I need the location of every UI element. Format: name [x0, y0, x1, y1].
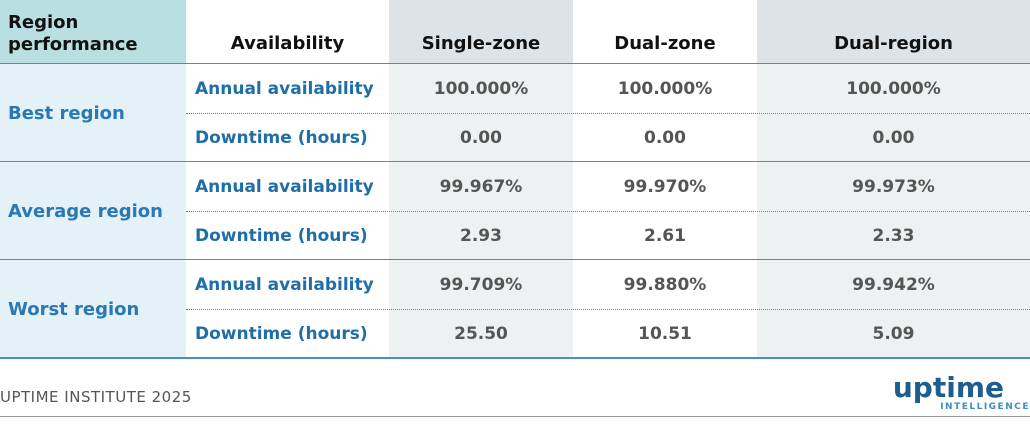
- column-header: Single-zone: [389, 0, 573, 64]
- metric-label: Annual availability: [186, 260, 389, 309]
- footer-rule: [0, 416, 1030, 417]
- column-header: Region performance: [0, 0, 186, 64]
- rule: [186, 309, 1030, 310]
- rule: [186, 113, 1030, 114]
- metric-label: Annual availability: [186, 162, 389, 211]
- metric-label: Annual availability: [186, 64, 389, 113]
- region-name: Best region: [0, 64, 186, 162]
- value: 99.973%: [757, 162, 1030, 211]
- value: 99.970%: [573, 162, 757, 211]
- value: 99.967%: [389, 162, 573, 211]
- value: 2.61: [573, 211, 757, 260]
- region-name: Worst region: [0, 260, 186, 358]
- value: 100.000%: [389, 64, 573, 113]
- metric-label: Downtime (hours): [186, 211, 389, 260]
- value: 0.00: [573, 113, 757, 162]
- metric-label: Downtime (hours): [186, 113, 389, 162]
- column-header: Dual-zone: [573, 0, 757, 64]
- value: 2.33: [757, 211, 1030, 260]
- region-name: Average region: [0, 162, 186, 260]
- column-header: Dual-region: [757, 0, 1030, 64]
- source: UPTIME INSTITUTE 2025: [0, 388, 192, 406]
- value: 99.880%: [573, 260, 757, 309]
- rule: [0, 357, 1030, 359]
- value: 10.51: [573, 309, 757, 358]
- value: 100.000%: [573, 64, 757, 113]
- logo-subtitle: INTELLIGENCE: [940, 402, 1030, 412]
- value: 100.000%: [757, 64, 1030, 113]
- value: 2.93: [389, 211, 573, 260]
- value: 99.942%: [757, 260, 1030, 309]
- column-header: Availability: [186, 0, 389, 64]
- logo: uptime: [892, 371, 1004, 404]
- value: 5.09: [757, 309, 1030, 358]
- rule: [186, 211, 1030, 212]
- value: 0.00: [389, 113, 573, 162]
- value: 0.00: [757, 113, 1030, 162]
- value: 25.50: [389, 309, 573, 358]
- value: 99.709%: [389, 260, 573, 309]
- metric-label: Downtime (hours): [186, 309, 389, 358]
